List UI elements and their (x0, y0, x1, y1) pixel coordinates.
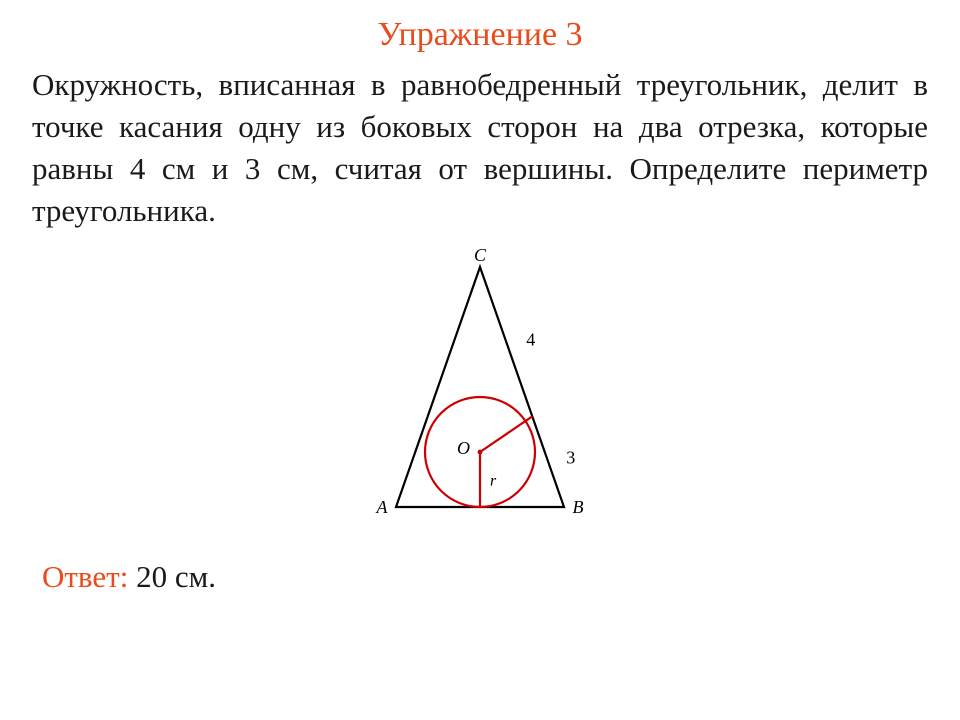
exercise-title: Упражнение 3 (32, 16, 928, 54)
geometry-diagram: C A B Or 4 3 (320, 245, 640, 545)
svg-text:r: r (490, 473, 497, 490)
svg-text:A: A (376, 497, 389, 517)
answer-value: 20 см. (136, 559, 216, 594)
svg-text:B: B (573, 497, 584, 517)
answer-line: Ответ: 20 см. (32, 559, 928, 595)
answer-label: Ответ: (42, 559, 128, 594)
svg-text:C: C (474, 245, 487, 265)
svg-text:O: O (457, 438, 470, 458)
svg-text:4: 4 (526, 330, 535, 350)
svg-text:3: 3 (566, 448, 575, 468)
problem-statement: Окружность, вписанная в равнобедренный т… (32, 64, 928, 231)
diagram-container: C A B Or 4 3 (32, 245, 928, 545)
